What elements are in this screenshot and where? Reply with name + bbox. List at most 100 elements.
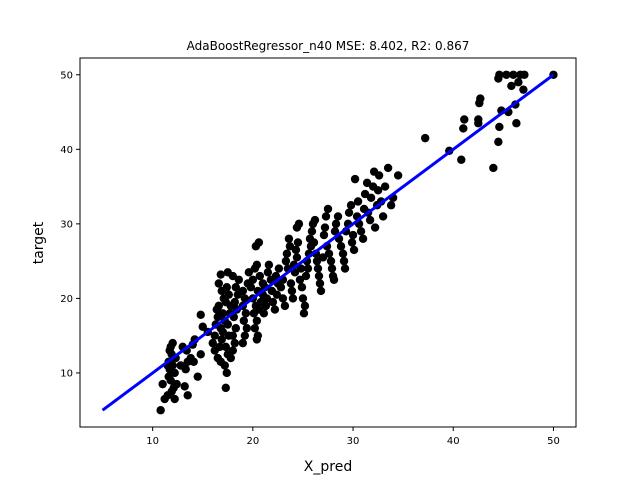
data-point bbox=[358, 234, 368, 243]
data-point bbox=[293, 238, 303, 247]
data-point bbox=[263, 268, 273, 277]
data-point bbox=[331, 219, 341, 229]
data-point bbox=[316, 286, 326, 296]
data-point bbox=[238, 286, 248, 296]
data-point bbox=[264, 260, 274, 270]
data-point bbox=[158, 379, 167, 389]
data-point bbox=[239, 316, 249, 325]
data-point bbox=[282, 249, 292, 258]
data-point bbox=[313, 264, 323, 273]
data-point bbox=[520, 70, 529, 79]
data-point bbox=[347, 238, 357, 247]
data-point bbox=[259, 309, 269, 318]
data-point bbox=[183, 391, 192, 400]
data-point bbox=[196, 310, 205, 320]
data-point bbox=[223, 320, 232, 329]
data-point bbox=[298, 294, 308, 303]
x-axis-label: X_pred bbox=[304, 459, 352, 475]
x-axis: 10 20 30 40 50 bbox=[146, 427, 560, 447]
data-point bbox=[301, 271, 311, 281]
data-point bbox=[196, 350, 205, 359]
data-point bbox=[244, 268, 254, 277]
data-point bbox=[288, 294, 298, 303]
data-point bbox=[240, 294, 250, 303]
data-point bbox=[220, 361, 229, 370]
data-point bbox=[180, 382, 189, 391]
data-point bbox=[248, 275, 258, 284]
data-point bbox=[336, 242, 346, 251]
data-point bbox=[240, 331, 250, 340]
y-axis-label: target bbox=[31, 221, 47, 264]
data-point bbox=[292, 253, 302, 262]
data-point bbox=[350, 174, 360, 184]
data-point bbox=[216, 270, 225, 279]
data-point bbox=[356, 227, 366, 236]
data-point bbox=[370, 223, 380, 232]
data-point bbox=[295, 275, 305, 284]
y-tick-label: 40 bbox=[60, 145, 73, 156]
data-point bbox=[374, 171, 384, 180]
x-tick-label: 50 bbox=[547, 436, 560, 447]
data-point bbox=[310, 215, 320, 225]
data-point bbox=[509, 70, 518, 79]
data-point bbox=[255, 271, 265, 281]
data-point bbox=[270, 305, 280, 314]
data-point bbox=[193, 372, 202, 381]
data-point bbox=[315, 279, 325, 288]
data-point bbox=[344, 208, 354, 217]
data-point bbox=[231, 324, 241, 333]
data-point bbox=[224, 290, 233, 299]
data-point bbox=[457, 155, 466, 164]
data-point bbox=[228, 331, 238, 340]
data-point bbox=[274, 264, 284, 273]
data-point bbox=[252, 335, 262, 344]
data-point bbox=[340, 264, 350, 273]
data-point bbox=[507, 81, 516, 91]
data-point bbox=[222, 283, 231, 292]
data-point bbox=[362, 178, 372, 188]
data-point bbox=[278, 294, 288, 303]
data-point bbox=[330, 227, 340, 236]
data-point bbox=[296, 264, 306, 273]
data-point bbox=[297, 283, 307, 292]
data-point bbox=[380, 182, 390, 191]
data-point bbox=[281, 256, 291, 266]
data-point bbox=[320, 223, 330, 232]
data-point bbox=[252, 260, 262, 270]
data-point bbox=[393, 171, 403, 180]
data-point bbox=[349, 245, 359, 255]
data-point bbox=[228, 346, 238, 355]
data-point bbox=[360, 189, 370, 199]
y-tick-label: 20 bbox=[60, 294, 73, 305]
data-point bbox=[284, 234, 294, 243]
data-point bbox=[164, 372, 173, 381]
data-point bbox=[268, 297, 278, 307]
data-point bbox=[230, 338, 240, 348]
data-point bbox=[299, 309, 309, 318]
data-point bbox=[170, 368, 179, 378]
data-point bbox=[254, 238, 264, 247]
data-point bbox=[172, 379, 181, 389]
data-point bbox=[285, 242, 295, 251]
data-point bbox=[217, 335, 226, 344]
data-point bbox=[156, 406, 165, 415]
data-point bbox=[312, 256, 322, 266]
data-point bbox=[262, 294, 272, 303]
data-point bbox=[321, 212, 331, 221]
data-point bbox=[366, 193, 376, 202]
data-point bbox=[208, 338, 217, 348]
data-point bbox=[502, 70, 511, 79]
data-point bbox=[222, 368, 231, 378]
data-point bbox=[287, 286, 297, 296]
data-point bbox=[252, 316, 262, 325]
data-point bbox=[474, 115, 483, 124]
data-point bbox=[303, 264, 313, 273]
data-point bbox=[338, 249, 348, 258]
line-layer bbox=[101, 73, 555, 412]
data-point bbox=[181, 365, 190, 374]
data-point bbox=[170, 394, 179, 404]
data-point bbox=[226, 353, 236, 363]
y-tick-label: 10 bbox=[60, 368, 73, 379]
data-point bbox=[339, 256, 349, 266]
